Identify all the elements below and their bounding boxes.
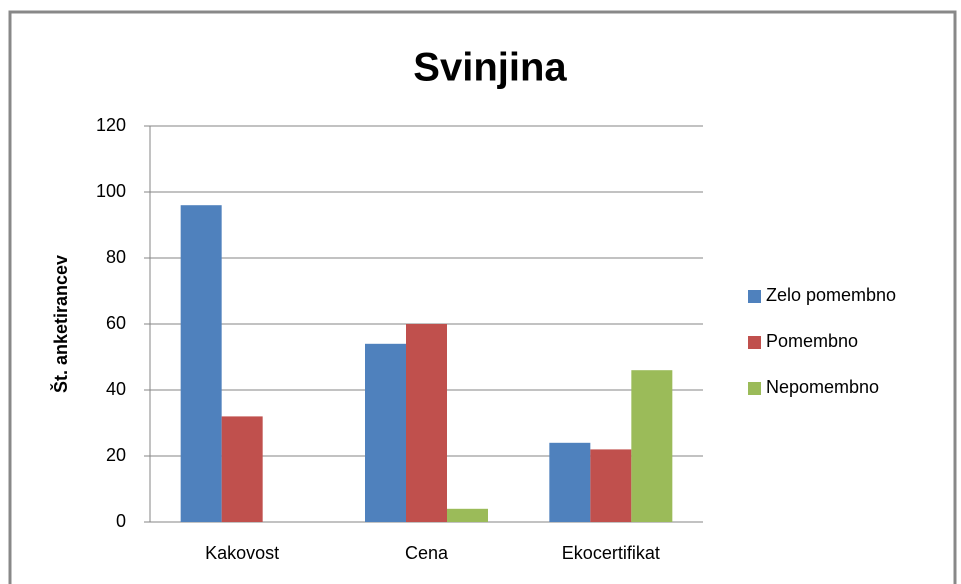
legend-swatch: [748, 336, 761, 349]
y-axis-label: Št. anketirancev: [50, 255, 71, 393]
bar: [447, 508, 488, 522]
y-tick-label: 60: [106, 313, 126, 333]
y-tick-label: 40: [106, 379, 126, 399]
bar: [221, 416, 263, 522]
legend-label: Zelo pomembno: [766, 285, 896, 305]
legend-swatch: [748, 382, 761, 395]
bar: [406, 324, 447, 522]
bar: [631, 370, 673, 522]
bar: [549, 442, 591, 522]
x-tick-label: Ekocertifikat: [562, 543, 660, 563]
legend-label: Nepomembno: [766, 377, 879, 397]
bar: [365, 343, 406, 522]
bar: [590, 449, 632, 522]
y-tick-label: 80: [106, 247, 126, 267]
y-tick-label: 20: [106, 445, 126, 465]
y-tick-label: 120: [96, 115, 126, 135]
chart-frame: [8, 10, 957, 584]
chart-title: Svinjina: [413, 46, 567, 90]
x-tick-label: Cena: [405, 543, 449, 563]
y-tick-label: 100: [96, 181, 126, 201]
bar: [180, 205, 222, 522]
x-tick-label: Kakovost: [205, 543, 279, 563]
legend-label: Pomembno: [766, 331, 858, 351]
legend-swatch: [748, 290, 761, 303]
y-tick-label: 0: [116, 511, 126, 531]
